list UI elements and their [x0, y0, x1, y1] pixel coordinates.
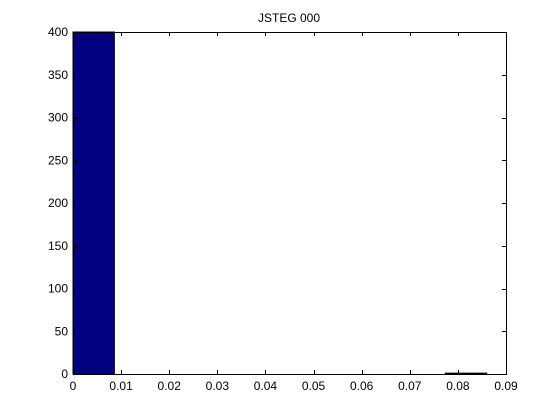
y-tick-label-6: 300 [48, 111, 68, 125]
x-tick-label-2: 0.02 [158, 379, 182, 393]
plot-area-frame [73, 32, 507, 375]
x-tick-label-5: 0.05 [302, 379, 326, 393]
x-tick-label-8: 0.08 [446, 379, 470, 393]
x-tick-label-7: 0.07 [398, 379, 422, 393]
x-tick-label-6: 0.06 [350, 379, 374, 393]
histogram-bar-0 [72, 31, 115, 375]
y-tick-label-3: 150 [48, 239, 68, 253]
y-tick-label-7: 350 [48, 68, 68, 82]
x-tick-label-1: 0.01 [109, 379, 133, 393]
bars-layer [72, 31, 488, 375]
x-tick-label-9: 0.09 [494, 379, 518, 393]
histogram-bar-1 [444, 372, 488, 375]
x-tick-label-0: 0 [70, 379, 77, 393]
y-tick-label-4: 200 [48, 196, 68, 210]
y-tick-label-8: 400 [48, 25, 68, 39]
y-tick-label-5: 250 [48, 153, 68, 167]
y-tick-label-1: 50 [55, 324, 69, 338]
tick-labels-layer: 0 0.01 0.02 0.03 0.04 0.05 0.06 0.07 0.08 0.09 0 50… [48, 25, 518, 393]
x-tick-label-4: 0.04 [254, 379, 278, 393]
ticks-layer [73, 32, 507, 375]
x-tick-label-3: 0.03 [206, 379, 230, 393]
y-tick-label-2: 100 [48, 282, 68, 296]
y-tick-label-0: 0 [61, 367, 68, 381]
chart-title: JSTEG 000 [258, 11, 320, 25]
